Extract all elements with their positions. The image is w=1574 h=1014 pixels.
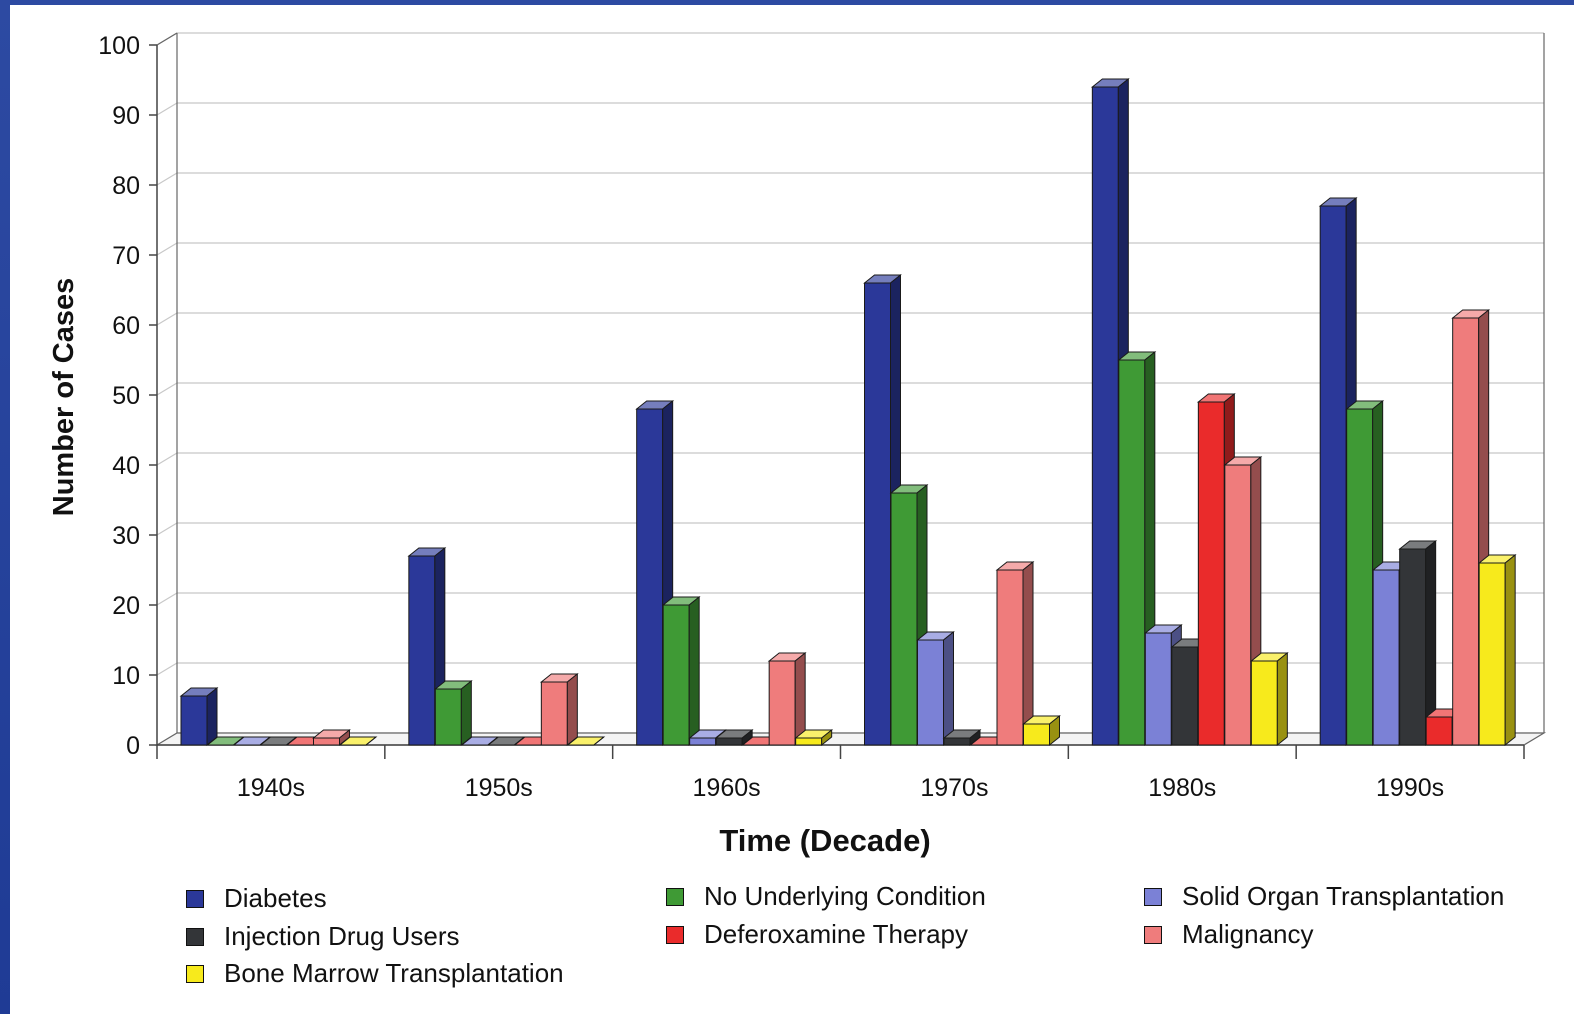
legend-label: Malignancy (1182, 919, 1314, 949)
gridline-depth (156, 172, 178, 186)
gridline-depth (156, 592, 178, 606)
bar (1372, 569, 1400, 746)
legend-item-solid-organ-transplantation: Solid Organ Transplantation (1144, 881, 1504, 912)
x-axis-title: Time (Decade) (719, 823, 930, 858)
bar-side (593, 736, 605, 746)
bar (662, 604, 690, 746)
x-tick-label: 1950s (465, 774, 533, 802)
gridline-depth (156, 242, 178, 256)
bar (795, 737, 823, 746)
legend-swatch (666, 925, 684, 944)
legend-item-deferoxamine-therapy: Deferoxamine Therapy (666, 919, 968, 950)
bar (1118, 359, 1146, 746)
y-tick-label: 60 (112, 312, 140, 340)
y-tick-label: 0 (126, 732, 140, 760)
bar-side (1049, 714, 1060, 747)
x-tick-label: 1990s (1376, 774, 1444, 802)
bar-side (460, 679, 472, 747)
bar-side (1504, 553, 1516, 747)
gridline-depth (156, 662, 178, 676)
legend-label: Solid Organ Transplantation (1182, 881, 1505, 911)
legend-swatch (1144, 925, 1162, 944)
gridline-depth (156, 522, 178, 536)
y-tick-label: 90 (112, 102, 140, 130)
y-tick-label: 100 (98, 32, 140, 60)
bar (1319, 205, 1347, 746)
bar (180, 695, 208, 746)
gridline-depth (156, 312, 178, 326)
y-tick-label: 50 (112, 382, 140, 410)
bar (313, 737, 340, 746)
bar (1478, 562, 1506, 746)
bar (864, 282, 891, 746)
legend-label: Diabetes (224, 883, 327, 913)
legend-label: Deferoxamine Therapy (704, 919, 968, 949)
bar-side (566, 672, 578, 747)
bar (917, 639, 944, 746)
y-tick-label: 70 (112, 242, 140, 270)
bar-side (206, 686, 218, 747)
legend-swatch (1144, 887, 1162, 906)
bar (1346, 408, 1374, 746)
legend-item-diabetes: Diabetes (186, 883, 327, 914)
legend-item-injection-drug-users: Injection Drug Users (186, 921, 460, 952)
bar (636, 408, 664, 746)
legend-item-malignancy: Malignancy (1144, 919, 1314, 950)
legend-label: Injection Drug Users (224, 921, 460, 951)
bar (715, 737, 743, 746)
bar (890, 492, 918, 746)
y-axis-title: Number of Cases (48, 278, 80, 517)
bar-side (943, 630, 954, 747)
bar (1399, 548, 1427, 746)
legend-swatch (186, 927, 204, 946)
bar (1452, 317, 1480, 746)
bar (434, 688, 462, 746)
bar (768, 660, 796, 746)
y-tick-label: 80 (112, 172, 140, 200)
bar (1425, 716, 1453, 746)
y-tick-label: 30 (112, 522, 140, 550)
x-tick-label: 1970s (920, 774, 988, 802)
legend-swatch (666, 887, 684, 906)
legend-label: No Underlying Condition (704, 881, 986, 911)
legend-item-no-underlying-condition: No Underlying Condition (666, 881, 986, 912)
gridline-depth (156, 382, 178, 396)
bar (1144, 632, 1172, 746)
legend-label: Bone Marrow Transplantation (224, 958, 564, 988)
bar (689, 737, 717, 746)
legend-swatch (186, 964, 204, 983)
bar-side (688, 595, 700, 747)
y-tick-label: 10 (112, 662, 140, 690)
legend-swatch (186, 889, 204, 908)
x-tick-label: 1960s (693, 774, 761, 802)
bar-side (365, 736, 377, 746)
bar (996, 569, 1024, 746)
x-tick-label: 1980s (1148, 774, 1216, 802)
x-tick-label: 1940s (237, 774, 305, 802)
bar-chart: 0 10 20 30 40 50 60 70 80 90 100 1940s 1950s 1960s 197… (48, 32, 1547, 858)
y-tick-label: 40 (112, 452, 140, 480)
bar (943, 737, 971, 746)
bar (540, 681, 568, 746)
bar (1197, 401, 1225, 746)
chart-frame: 0 10 20 30 40 50 60 70 80 90 100 1940s 1950s 1960s 197… (10, 5, 1574, 1014)
gridline-depth (156, 102, 178, 116)
bar-side (1276, 651, 1288, 747)
bar (1250, 660, 1278, 746)
y-tick-label: 20 (112, 592, 140, 620)
bar (1224, 464, 1252, 746)
wall-top-edge (156, 32, 178, 46)
bar (1091, 86, 1119, 746)
bar-side (821, 728, 833, 747)
legend-item-bone-marrow-transplantation: Bone Marrow Transplantation (186, 958, 564, 989)
bar (1171, 646, 1199, 746)
bar (408, 555, 436, 746)
bar (1023, 723, 1050, 746)
gridline-depth (156, 452, 178, 466)
